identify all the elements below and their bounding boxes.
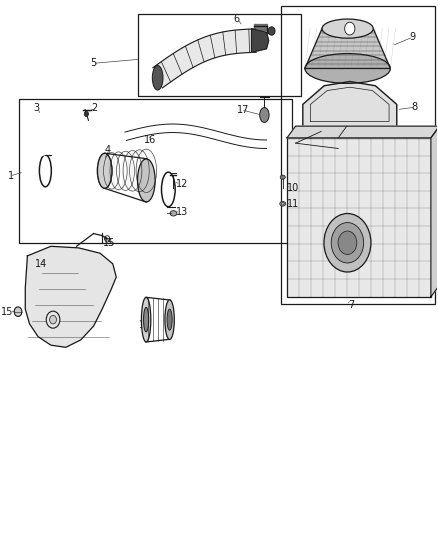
Ellipse shape — [280, 175, 285, 179]
Ellipse shape — [141, 297, 151, 342]
Circle shape — [345, 22, 355, 35]
Ellipse shape — [281, 203, 284, 205]
Text: 4: 4 — [104, 144, 110, 155]
Circle shape — [324, 214, 371, 272]
Circle shape — [268, 27, 275, 35]
Text: 2: 2 — [92, 103, 98, 113]
Bar — [296, 126, 438, 285]
Text: 7: 7 — [348, 300, 354, 310]
Bar — [19, 99, 292, 243]
Text: 3: 3 — [33, 103, 39, 113]
Ellipse shape — [305, 54, 390, 83]
Text: 13: 13 — [176, 207, 188, 217]
Text: 9: 9 — [409, 32, 415, 42]
Text: 10: 10 — [287, 183, 299, 193]
Text: 11: 11 — [287, 199, 299, 209]
Text: 18: 18 — [139, 320, 152, 330]
Ellipse shape — [280, 201, 286, 206]
Circle shape — [331, 223, 364, 263]
Circle shape — [46, 311, 60, 328]
Text: 17: 17 — [237, 104, 249, 115]
Text: 5: 5 — [90, 59, 97, 68]
Ellipse shape — [144, 308, 148, 332]
Polygon shape — [303, 82, 397, 131]
Circle shape — [338, 231, 357, 254]
Text: 14: 14 — [35, 259, 47, 269]
Ellipse shape — [98, 154, 112, 188]
Ellipse shape — [260, 108, 269, 123]
Text: 12: 12 — [176, 179, 188, 189]
Polygon shape — [25, 246, 116, 348]
Bar — [138, 14, 300, 96]
Polygon shape — [431, 126, 438, 297]
Circle shape — [84, 111, 88, 117]
Circle shape — [14, 307, 22, 317]
Text: 15: 15 — [103, 238, 116, 247]
Circle shape — [49, 316, 57, 324]
Ellipse shape — [152, 66, 163, 90]
Ellipse shape — [322, 19, 373, 38]
Text: 8: 8 — [412, 102, 418, 112]
Text: 6: 6 — [233, 14, 239, 25]
Polygon shape — [287, 126, 438, 138]
Ellipse shape — [138, 159, 155, 202]
Text: 1: 1 — [7, 171, 14, 181]
Text: 16: 16 — [144, 135, 156, 145]
Bar — [282, 6, 435, 304]
Text: 15: 15 — [1, 306, 14, 317]
Ellipse shape — [167, 309, 172, 330]
Ellipse shape — [165, 300, 174, 340]
Polygon shape — [153, 29, 256, 88]
Bar — [287, 138, 431, 297]
Polygon shape — [251, 29, 268, 52]
Polygon shape — [305, 29, 390, 68]
Ellipse shape — [170, 211, 177, 216]
